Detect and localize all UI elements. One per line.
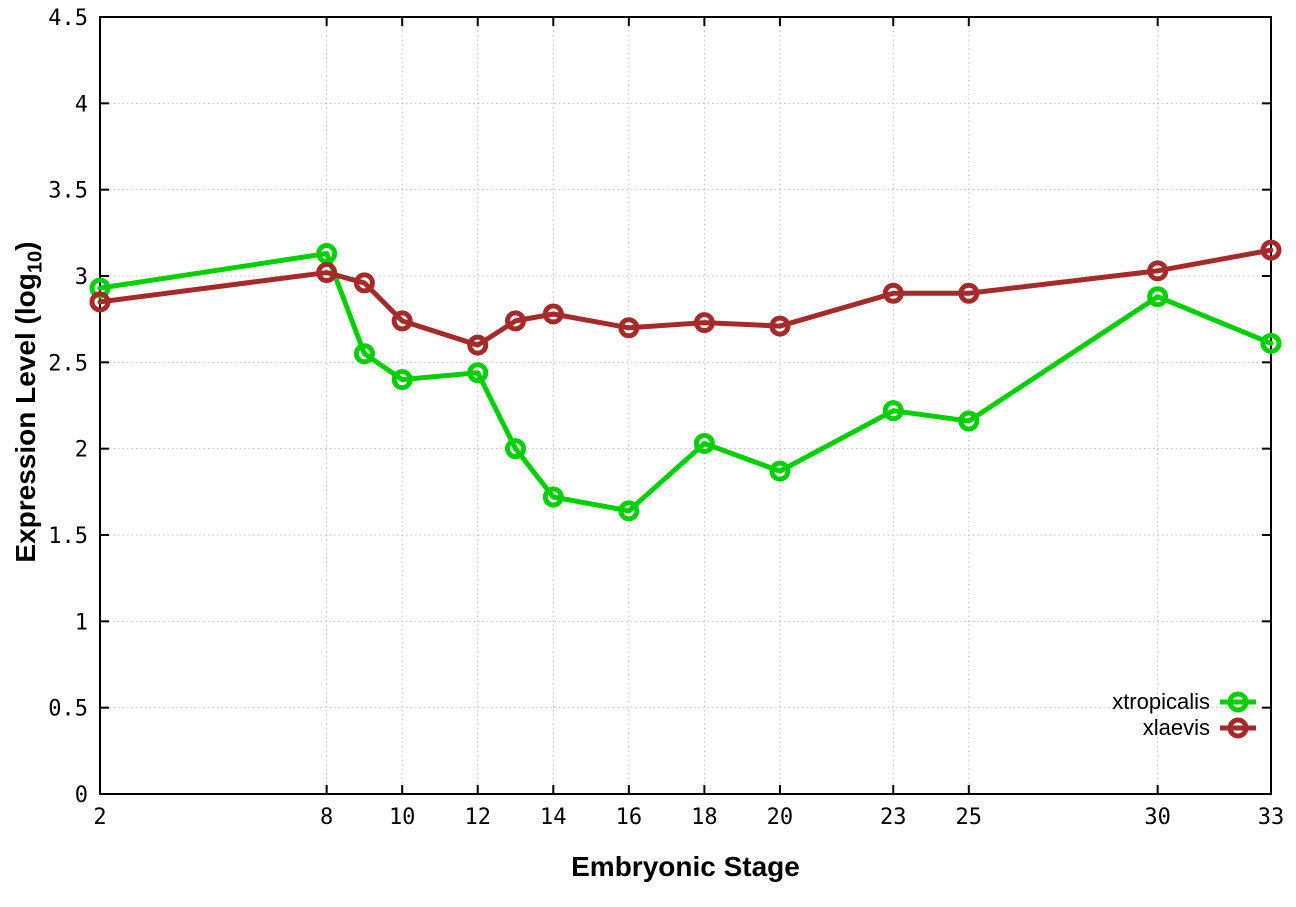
y-axis-title: Expression Level (log10) — [10, 202, 50, 602]
y-axis-title-text: Expression Level (log — [10, 273, 41, 563]
point-xtropicalis-12 — [467, 362, 489, 384]
x-tick-label-18: 18 — [691, 805, 718, 830]
point-xtropicalis-33 — [1260, 332, 1282, 354]
point-xtropicalis-20 — [769, 460, 791, 482]
legend-marker-xlaevis-icon — [1220, 717, 1256, 739]
y-tick-label-1: 1 — [75, 610, 88, 635]
legend-item-xtropicalis: xtropicalis — [1112, 689, 1257, 715]
point-xtropicalis-13 — [505, 438, 527, 460]
x-tick-label-30: 30 — [1144, 805, 1171, 830]
legend-sample-shape — [1227, 691, 1249, 713]
x-tick-label-23: 23 — [880, 805, 907, 830]
point-xlaevis-2 — [89, 291, 111, 313]
legend-label-xlaevis: xlaevis — [1142, 715, 1210, 740]
x-tick-label-2: 2 — [93, 805, 106, 830]
x-tick-label-25: 25 — [956, 805, 983, 830]
y-tick-label-0: 0 — [75, 783, 88, 808]
point-xlaevis-13 — [505, 310, 527, 332]
point-xtropicalis-16 — [618, 500, 640, 522]
point-xlaevis-33 — [1260, 239, 1282, 261]
y-tick-label-0.5: 0.5 — [48, 697, 88, 722]
point-xlaevis-16 — [618, 317, 640, 339]
point-xlaevis-18 — [693, 312, 715, 334]
x-tick-label-14: 14 — [540, 805, 567, 830]
y-tick-label-3: 3 — [75, 265, 88, 290]
point-xtropicalis-18 — [693, 432, 715, 454]
point-xlaevis-25 — [958, 282, 980, 304]
point-xlaevis-10 — [391, 310, 413, 332]
point-xtropicalis-10 — [391, 369, 413, 391]
y-axis-title-close: ) — [10, 241, 41, 251]
point-xlaevis-8 — [316, 262, 338, 284]
point-xlaevis-12 — [467, 334, 489, 356]
point-xtropicalis-14 — [542, 486, 564, 508]
x-axis-title: Embryonic Stage — [571, 851, 800, 882]
point-xtropicalis-25 — [958, 410, 980, 432]
y-axis-title-subscript: 10 — [24, 250, 47, 274]
series-line-xlaevis — [97, 247, 1274, 348]
y-tick-label-3.5: 3.5 — [48, 179, 88, 204]
series-line-xtropicalis — [97, 251, 1274, 514]
legend-item-xlaevis: xlaevis — [1112, 715, 1257, 741]
y-tick-label-2.5: 2.5 — [48, 351, 88, 376]
x-tick-label-12: 12 — [464, 805, 491, 830]
point-xlaevis-23 — [882, 282, 904, 304]
y-tick-label-4.5: 4.5 — [48, 6, 88, 31]
point-xlaevis-9 — [353, 272, 375, 294]
y-tick-label-2: 2 — [75, 438, 88, 463]
y-tick-label-1.5: 1.5 — [48, 524, 88, 549]
point-xtropicalis-9 — [353, 343, 375, 365]
x-tick-label-10: 10 — [389, 805, 416, 830]
x-tick-label-20: 20 — [767, 805, 794, 830]
x-tick-label-33: 33 — [1258, 805, 1285, 830]
x-tick-label-8: 8 — [320, 805, 333, 830]
point-xlaevis-20 — [769, 315, 791, 337]
point-xlaevis-30 — [1147, 260, 1169, 282]
point-xlaevis-14 — [542, 303, 564, 325]
legend-marker-xtropicalis-icon — [1220, 691, 1256, 713]
point-xtropicalis-23 — [882, 400, 904, 422]
legend-sample-shape — [1227, 717, 1249, 739]
point-xtropicalis-30 — [1147, 286, 1169, 308]
point-xtropicalis-8 — [316, 243, 338, 265]
legend-label-xtropicalis: xtropicalis — [1112, 689, 1210, 714]
plot-border — [99, 16, 1272, 795]
y-tick-label-4: 4 — [75, 92, 88, 117]
x-tick-label-16: 16 — [616, 805, 643, 830]
legend: xtropicalis xlaevis — [1112, 689, 1257, 741]
